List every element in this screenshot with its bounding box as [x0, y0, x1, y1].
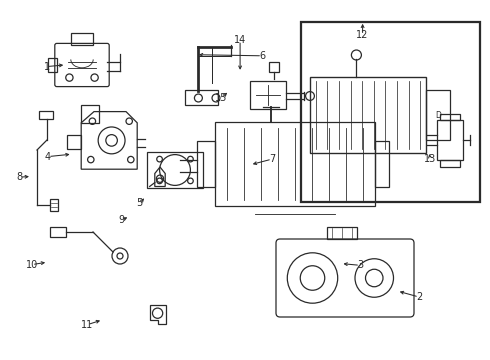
Bar	[185, 90, 218, 105]
Bar	[250, 81, 286, 109]
Bar	[147, 152, 203, 188]
Bar	[426, 90, 450, 140]
Bar	[50, 227, 66, 237]
Text: 6: 6	[259, 51, 265, 61]
Bar	[269, 62, 279, 72]
Text: 13: 13	[424, 154, 437, 164]
Bar	[71, 33, 93, 45]
Bar	[438, 120, 463, 160]
Text: 3: 3	[357, 260, 363, 270]
Text: 1: 1	[44, 62, 49, 72]
Text: 9: 9	[119, 215, 124, 225]
Bar	[301, 22, 480, 202]
Text: 4: 4	[45, 152, 51, 162]
Text: 11: 11	[81, 320, 94, 330]
Text: 2: 2	[416, 292, 422, 302]
Text: D: D	[435, 111, 441, 120]
Bar	[327, 227, 357, 239]
Text: 7: 7	[269, 154, 275, 164]
Bar	[440, 160, 460, 167]
Bar	[49, 58, 57, 72]
Text: 8: 8	[17, 172, 23, 182]
Bar	[197, 141, 215, 187]
Text: 15: 15	[215, 93, 228, 103]
Bar	[310, 77, 426, 153]
Bar	[50, 199, 58, 211]
Text: 5: 5	[137, 198, 143, 208]
Bar	[215, 122, 375, 206]
Bar	[375, 141, 389, 187]
Text: 10: 10	[26, 260, 38, 270]
Bar	[67, 135, 81, 149]
Bar	[39, 111, 53, 119]
Text: 14: 14	[234, 35, 246, 45]
Bar	[440, 114, 460, 120]
Bar	[81, 105, 99, 123]
Text: 12: 12	[356, 30, 369, 40]
